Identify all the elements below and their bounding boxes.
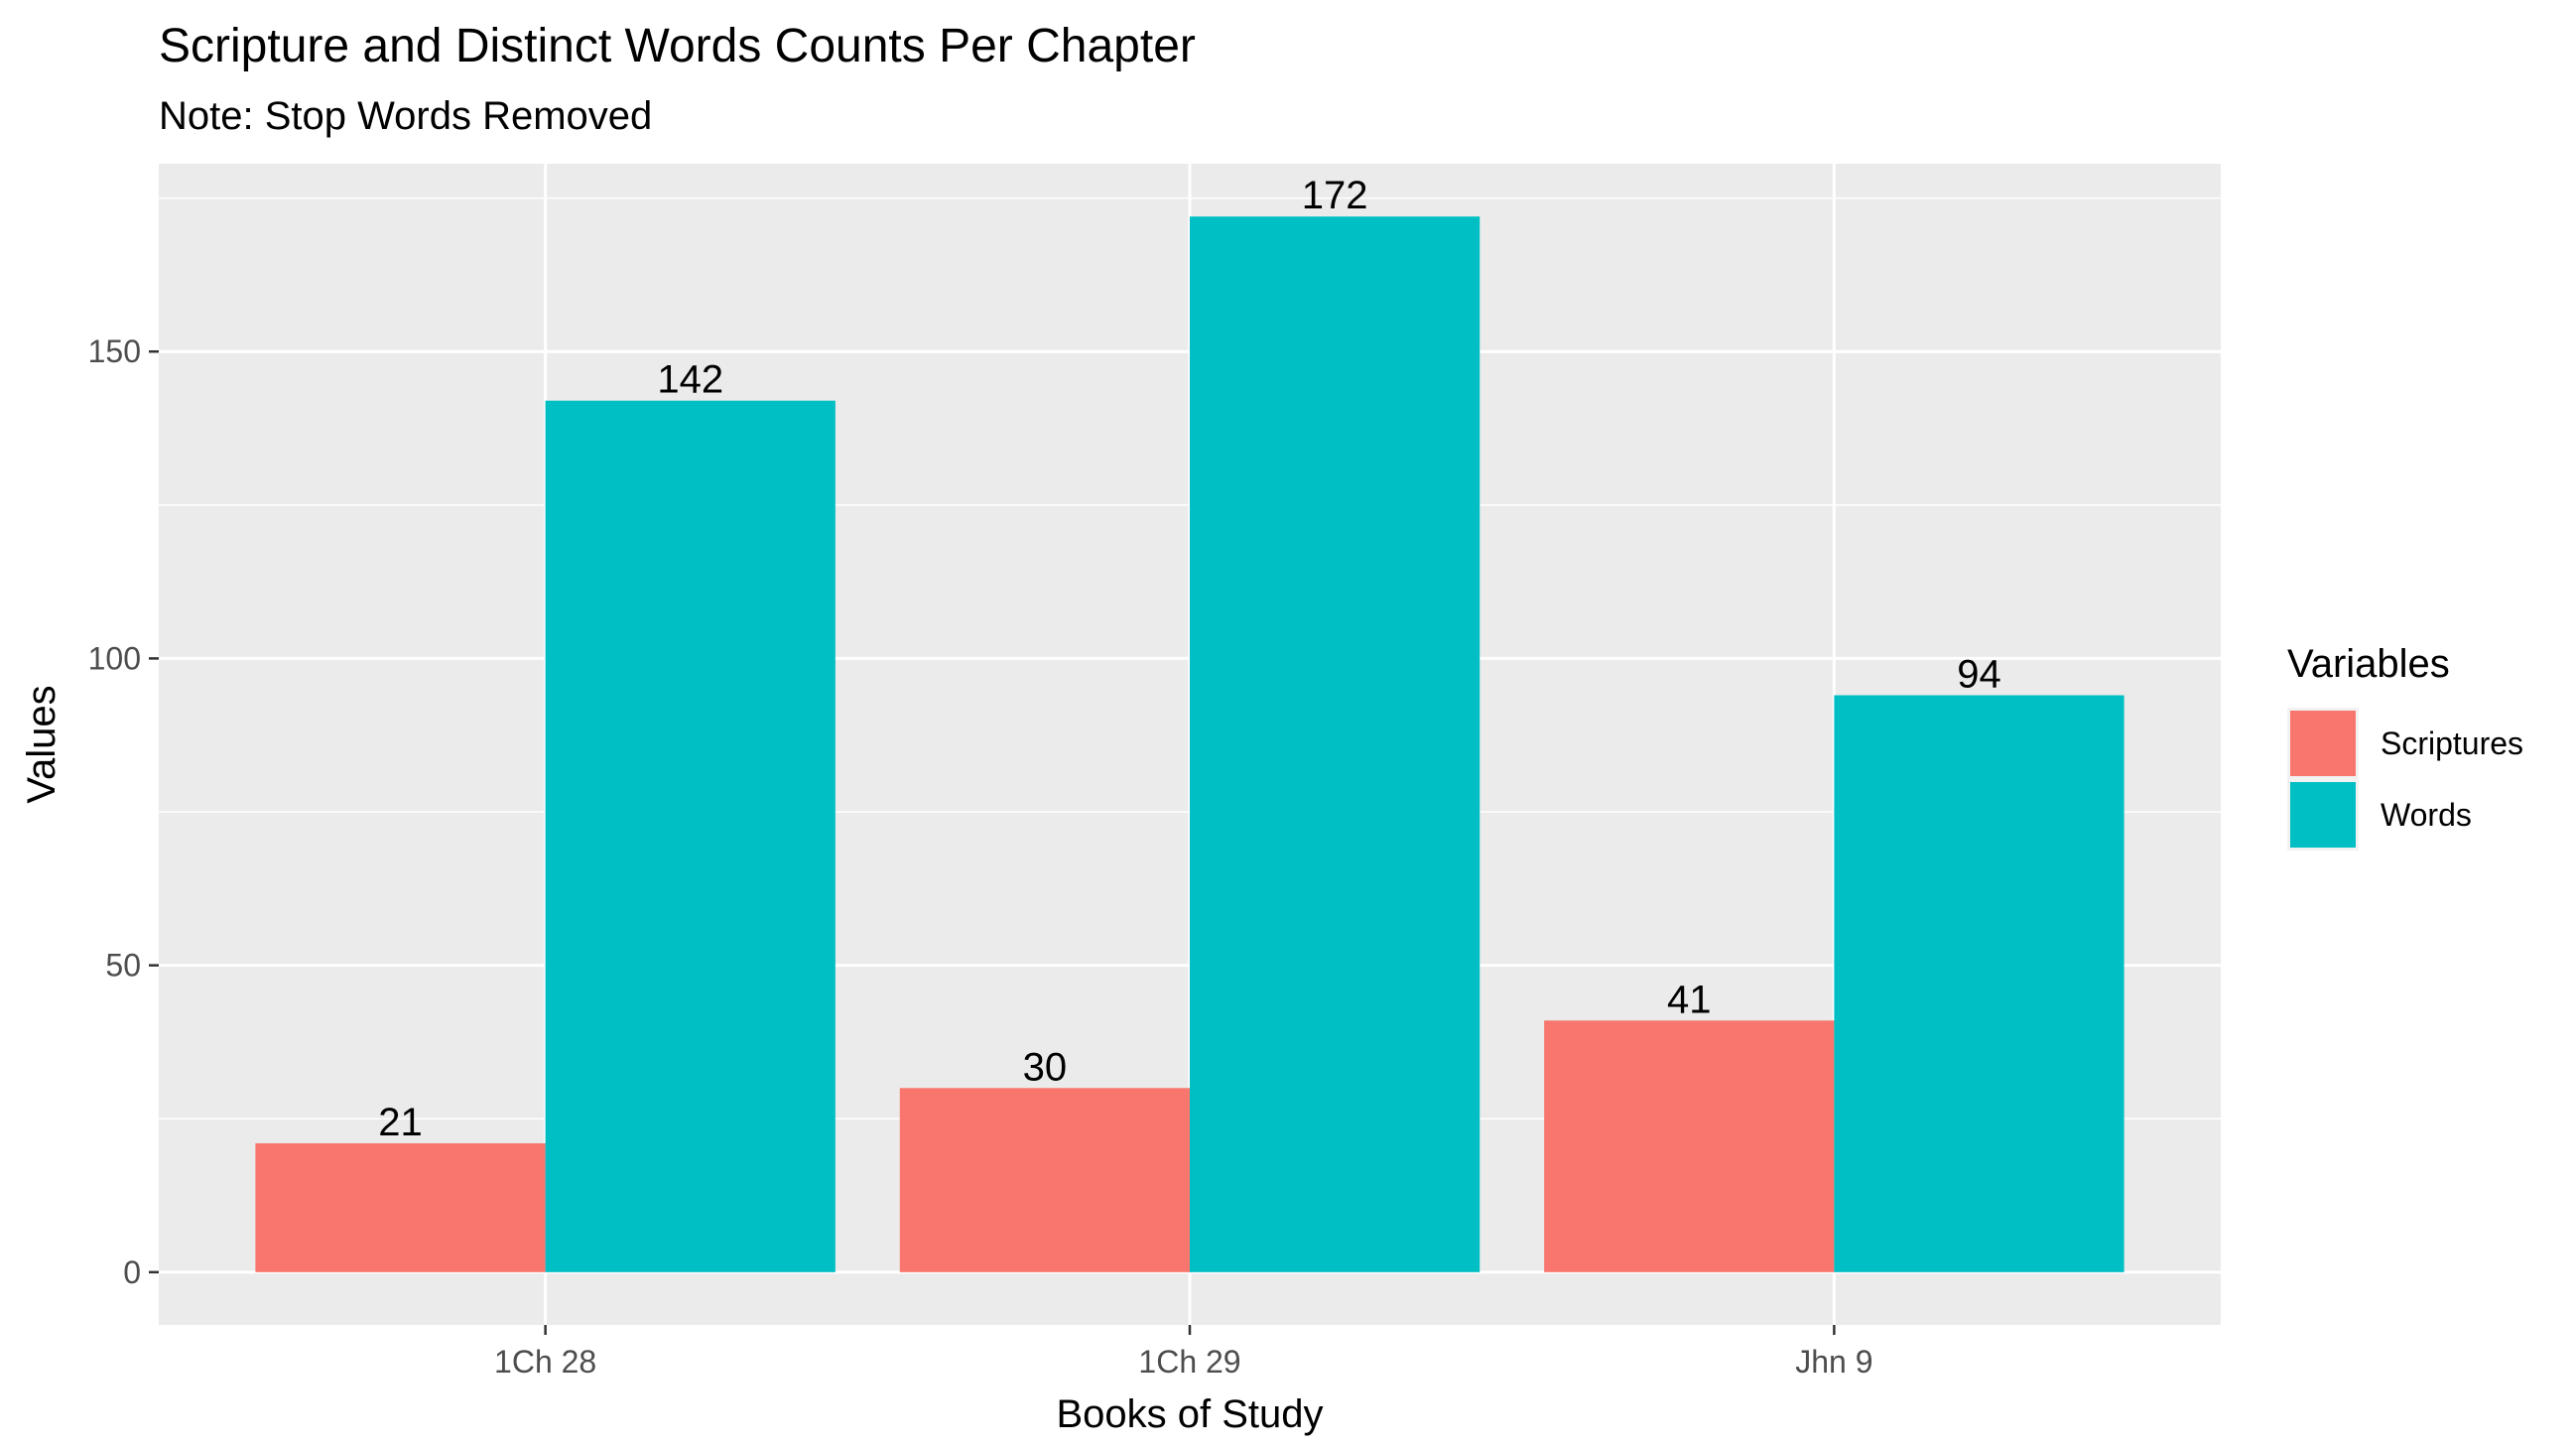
bar-scriptures-3 bbox=[1544, 1020, 1835, 1272]
y-tick-label: 100 bbox=[88, 640, 141, 676]
bar-value-label: 94 bbox=[1957, 653, 2001, 697]
bar-words-2 bbox=[1190, 216, 1481, 1272]
legend-swatch-words bbox=[2290, 782, 2356, 848]
bars bbox=[255, 216, 2125, 1272]
chart-subtitle: Note: Stop Words Removed bbox=[159, 94, 652, 138]
x-axis-title: Books of Study bbox=[1056, 1392, 1323, 1436]
bar-scriptures-1 bbox=[255, 1142, 546, 1272]
bar-words-1 bbox=[545, 400, 836, 1272]
y-axis: 0 50 100 150 bbox=[88, 333, 159, 1290]
bar-value-label: 21 bbox=[378, 1101, 423, 1144]
x-tick-label: Jhn 9 bbox=[1795, 1344, 1872, 1380]
legend-label: Scriptures bbox=[2381, 726, 2523, 761]
legend-label: Words bbox=[2381, 797, 2472, 833]
x-tick-label: 1Ch 28 bbox=[494, 1344, 596, 1380]
bar-scriptures-2 bbox=[899, 1088, 1190, 1272]
bar-labels: 21 30 41 142 172 94 bbox=[378, 174, 2000, 1144]
x-tick-label: 1Ch 29 bbox=[1138, 1344, 1240, 1380]
bar-words-3 bbox=[1834, 695, 2125, 1272]
y-axis-title: Values bbox=[20, 685, 64, 803]
legend: Variables Scriptures Words bbox=[2287, 642, 2523, 851]
y-tick-label: 150 bbox=[88, 333, 141, 369]
legend-title: Variables bbox=[2287, 642, 2450, 686]
bar-value-label: 41 bbox=[1667, 978, 1712, 1021]
x-axis: 1Ch 28 1Ch 29 Jhn 9 bbox=[494, 1325, 1873, 1380]
bar-value-label: 30 bbox=[1023, 1045, 1068, 1089]
y-tick-label: 50 bbox=[105, 948, 141, 984]
bar-value-label: 172 bbox=[1302, 174, 1368, 217]
y-tick-label: 0 bbox=[123, 1254, 141, 1290]
bar-value-label: 142 bbox=[657, 358, 723, 402]
chart-title: Scripture and Distinct Words Counts Per … bbox=[159, 20, 1196, 72]
legend-swatch-scriptures bbox=[2290, 711, 2356, 776]
